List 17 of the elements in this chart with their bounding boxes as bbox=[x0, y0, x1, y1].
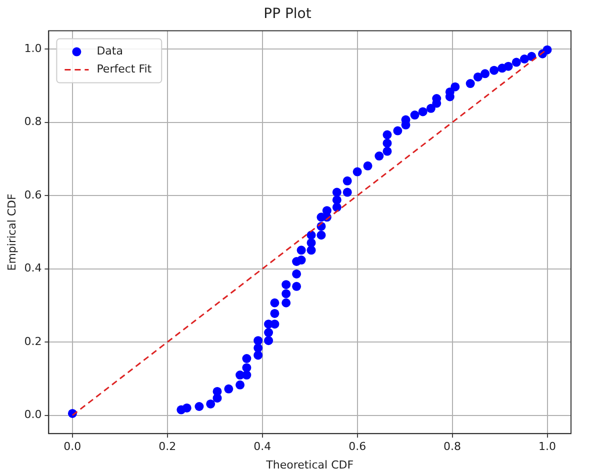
legend-label: Data bbox=[96, 44, 123, 58]
x-tick-label: 0.2 bbox=[158, 440, 176, 454]
x-tick-label: 0.8 bbox=[444, 440, 462, 454]
y-tick-label: 0.8 bbox=[24, 115, 42, 128]
x-tick-label: 0.0 bbox=[64, 440, 82, 454]
y-tick-label: 0.2 bbox=[24, 334, 42, 348]
x-tick-label: 0.4 bbox=[254, 440, 272, 454]
x-tick-label: 1.0 bbox=[538, 440, 556, 454]
legend-label: Perfect Fit bbox=[96, 62, 152, 76]
chart-title: PP Plot bbox=[264, 6, 312, 22]
y-tick-label: 1.0 bbox=[24, 42, 42, 55]
y-tick-label: 0.6 bbox=[24, 188, 42, 202]
y-axis-title: Empirical CDF bbox=[5, 194, 18, 271]
x-tick-label: 0.6 bbox=[348, 440, 366, 454]
y-tick-label: 0.4 bbox=[24, 262, 42, 275]
x-axis-title: Theoretical CDF bbox=[265, 458, 354, 472]
y-tick-label: 0.0 bbox=[24, 408, 42, 422]
